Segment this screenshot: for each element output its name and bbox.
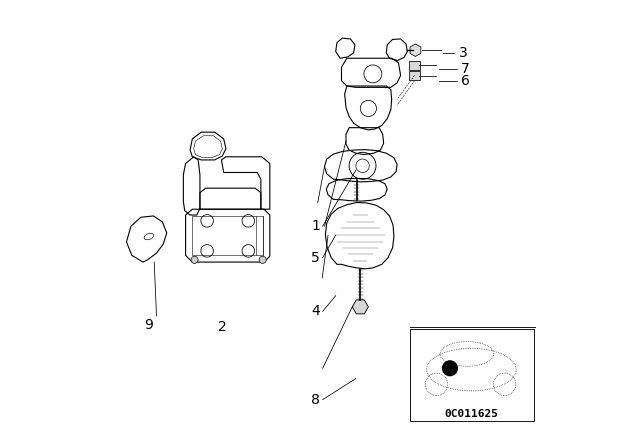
Bar	[410, 329, 534, 421]
Text: 3: 3	[459, 46, 468, 60]
Text: 8: 8	[311, 392, 320, 407]
Circle shape	[259, 256, 266, 263]
Text: 4: 4	[311, 304, 320, 319]
Circle shape	[191, 256, 198, 263]
Text: 0C011625: 0C011625	[444, 409, 499, 419]
FancyBboxPatch shape	[409, 71, 420, 80]
Text: 2: 2	[218, 320, 227, 334]
Circle shape	[442, 360, 458, 376]
Text: 6: 6	[461, 73, 470, 88]
Text: 5: 5	[311, 250, 320, 265]
Text: 9: 9	[144, 318, 153, 332]
Text: 1: 1	[311, 219, 320, 233]
Text: 7: 7	[461, 62, 470, 77]
FancyBboxPatch shape	[409, 61, 420, 70]
